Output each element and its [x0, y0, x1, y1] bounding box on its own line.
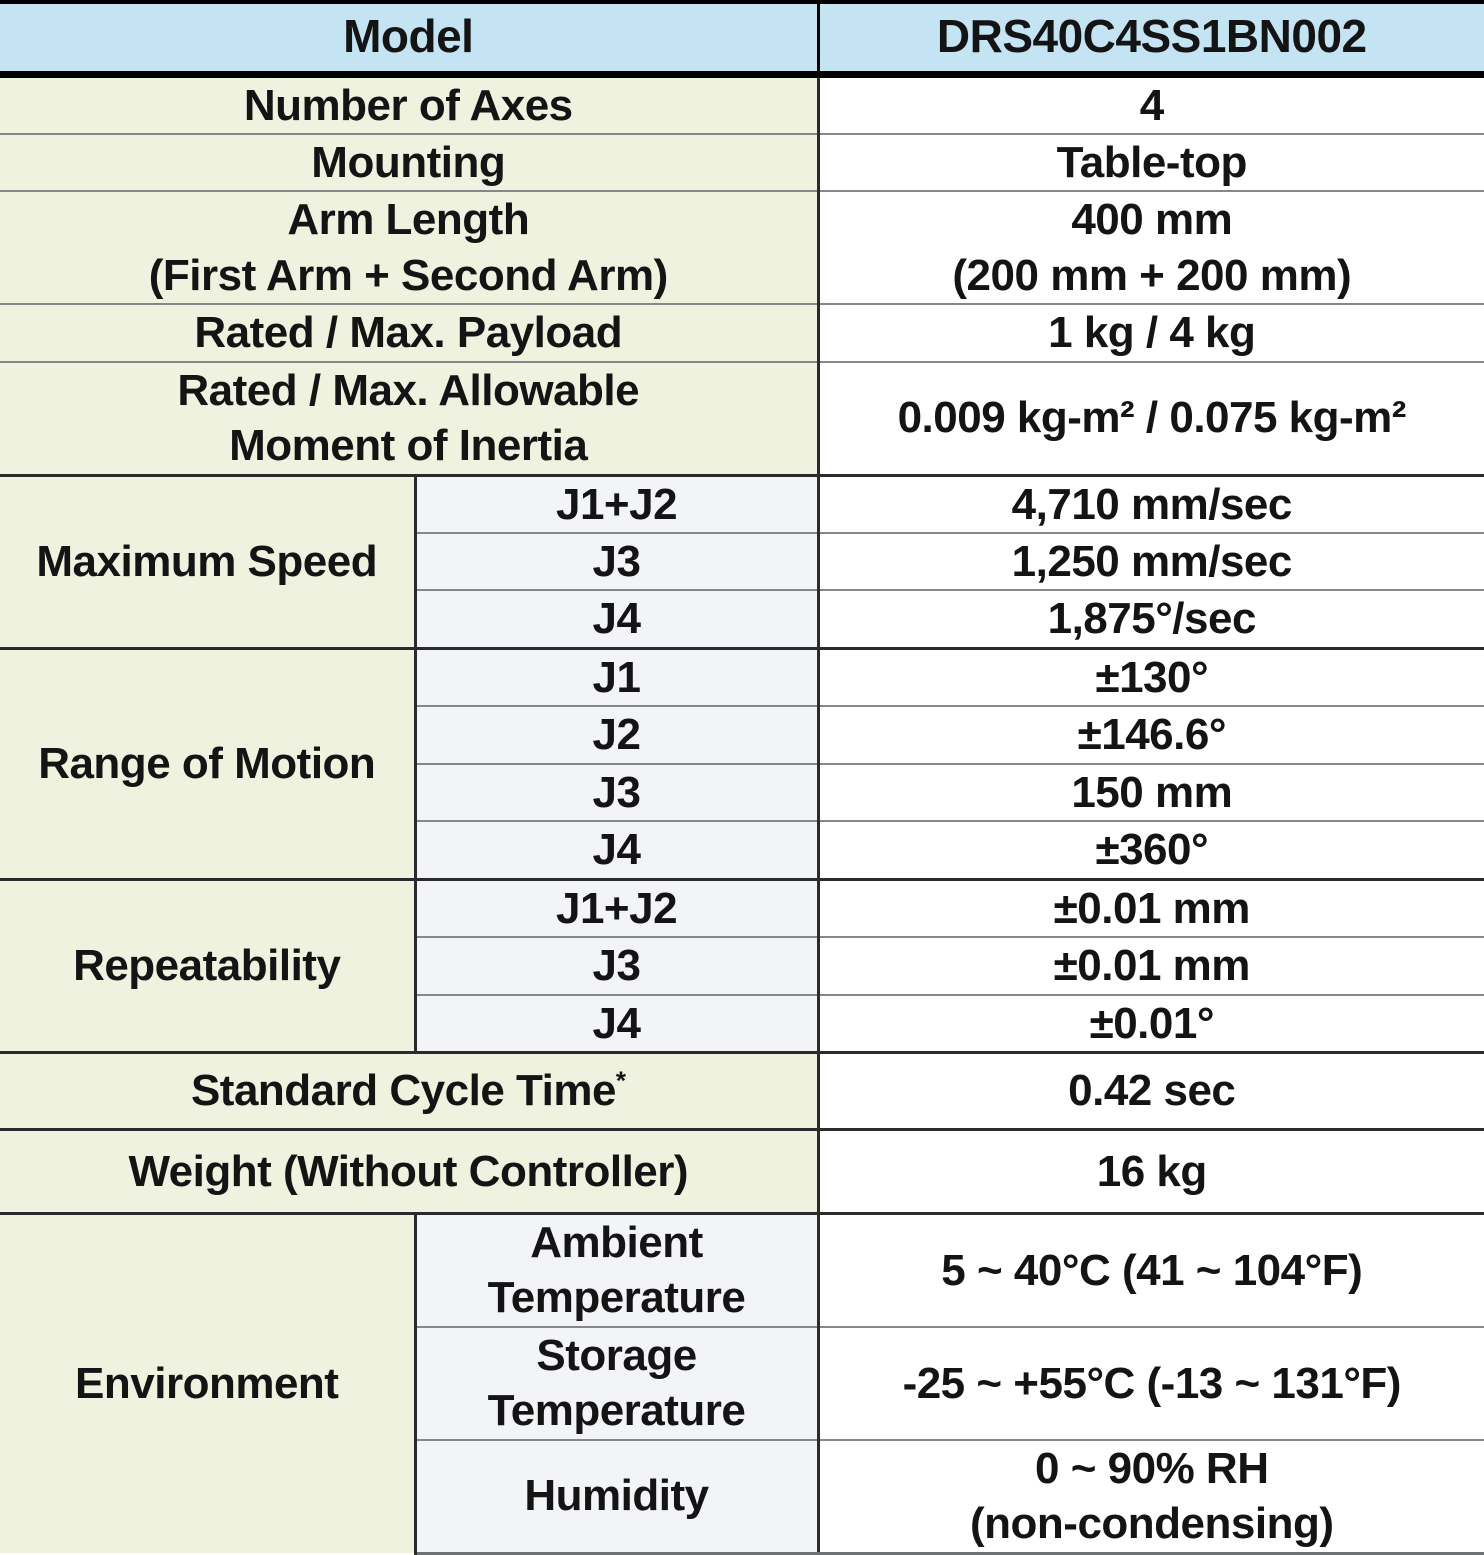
max-speed-j1j2-value-cell: 4,710 mm/sec — [818, 473, 1484, 533]
repeatability-j4-sub-cell: J4 — [415, 993, 820, 1053]
ambient-temp-value-cell: 5 ~ 40°C (41 ~ 104°F) — [818, 1211, 1484, 1327]
header-row: Model DRS40C4SS1BN002 — [0, 0, 1484, 78]
arm-length-value-cell: 400 mm (200 mm + 200 mm) — [818, 190, 1484, 305]
inertia-row: Rated / Max. Allowable Moment of Inertia… — [0, 360, 1484, 476]
max-speed-j1j2-sub-cell: J1+J2 — [415, 473, 820, 533]
environment-label-cell: Environment — [0, 1211, 417, 1554]
weight-label-cell: Weight (Without Controller) — [0, 1127, 820, 1214]
repeatability-j3-value-cell: ±0.01 mm — [818, 936, 1484, 995]
range-row-j1: Range of Motion J1 ±130° — [0, 646, 1484, 880]
range-label-cell: Range of Motion — [0, 646, 417, 880]
max-speed-row-j4: J4 1,875°/sec — [0, 589, 1484, 649]
range-row-j3: J3 150 mm — [0, 762, 1484, 822]
arm-length-row: Arm Length (First Arm + Second Arm) 400 … — [0, 190, 1484, 305]
ambient-temp-sub-cell: Ambient Temperature — [415, 1211, 820, 1327]
cycle-time-label: Standard Cycle Time — [190, 1066, 616, 1116]
range-row-j4: J4 ±360° — [0, 820, 1484, 880]
max-speed-j3-sub-cell: J3 — [415, 531, 820, 591]
payload-value-cell: 1 kg / 4 kg — [818, 303, 1484, 362]
repeatability-j1j2-sub-cell: J1+J2 — [415, 877, 820, 938]
environment-row-ambient: Environment Ambient Temperature 5 ~ 40°C… — [0, 1211, 1484, 1554]
max-speed-j3-value-cell: 1,250 mm/sec — [818, 531, 1484, 591]
cycle-time-value-cell: 0.42 sec — [818, 1050, 1484, 1130]
range-j3-sub-cell: J3 — [415, 762, 820, 822]
repeatability-row-j3: J3 ±0.01 mm — [0, 936, 1484, 995]
environment-row-storage: Storage Temperature -25 ~ +55°C (-13 ~ 1… — [0, 1325, 1484, 1440]
range-j2-sub-cell: J2 — [415, 705, 820, 764]
axes-label-cell: Number of Axes — [0, 73, 820, 134]
storage-temp-value-cell: -25 ~ +55°C (-13 ~ 131°F) — [818, 1325, 1484, 1440]
repeatability-j1j2-value-cell: ±0.01 mm — [818, 877, 1484, 938]
mounting-label-cell: Mounting — [0, 132, 820, 192]
model-value-cell: DRS40C4SS1BN002 — [818, 0, 1484, 78]
inertia-value-cell: 0.009 kg-m² / 0.075 kg-m² — [818, 360, 1484, 476]
range-j1-sub-cell: J1 — [415, 646, 820, 707]
mounting-value-cell: Table-top — [818, 132, 1484, 192]
range-j4-sub-cell: J4 — [415, 820, 820, 880]
max-speed-j4-sub-cell: J4 — [415, 589, 820, 649]
environment-row-humidity: Humidity 0 ~ 90% RH (non-condensing) — [0, 1438, 1484, 1555]
asterisk-superscript: * — [615, 1065, 626, 1096]
repeatability-row-j4: J4 ±0.01° — [0, 993, 1484, 1053]
inertia-label-cell: Rated / Max. Allowable Moment of Inertia — [0, 360, 820, 476]
weight-value-cell: 16 kg — [818, 1127, 1484, 1214]
repeatability-label-cell: Repeatability — [0, 877, 417, 1053]
mounting-row: Mounting Table-top — [0, 132, 1484, 192]
payload-row: Rated / Max. Payload 1 kg / 4 kg — [0, 303, 1484, 362]
cycle-time-label-cell: Standard Cycle Time* — [0, 1050, 820, 1130]
axes-row: Number of Axes 4 — [0, 73, 1484, 134]
humidity-sub-cell: Humidity — [415, 1438, 820, 1555]
range-j4-value-cell: ±360° — [818, 820, 1484, 880]
range-j1-value-cell: ±130° — [818, 646, 1484, 707]
range-j2-value-cell: ±146.6° — [818, 705, 1484, 764]
payload-label-cell: Rated / Max. Payload — [0, 303, 820, 362]
max-speed-row-j3: J3 1,250 mm/sec — [0, 531, 1484, 591]
cycle-time-row: Standard Cycle Time* 0.42 sec — [0, 1050, 1484, 1130]
repeatability-j3-sub-cell: J3 — [415, 936, 820, 995]
max-speed-row-j1j2: Maximum Speed J1+J2 4,710 mm/sec — [0, 473, 1484, 649]
max-speed-j4-value-cell: 1,875°/sec — [818, 589, 1484, 649]
weight-row: Weight (Without Controller) 16 kg — [0, 1127, 1484, 1214]
repeatability-row-j1j2: Repeatability J1+J2 ±0.01 mm — [0, 877, 1484, 1053]
max-speed-label-cell: Maximum Speed — [0, 473, 417, 649]
range-row-j2: J2 ±146.6° — [0, 705, 1484, 764]
axes-value-cell: 4 — [818, 73, 1484, 134]
repeatability-j4-value-cell: ±0.01° — [818, 993, 1484, 1053]
storage-temp-sub-cell: Storage Temperature — [415, 1325, 820, 1440]
range-j3-value-cell: 150 mm — [818, 762, 1484, 822]
humidity-value-cell: 0 ~ 90% RH (non-condensing) — [818, 1438, 1484, 1555]
arm-length-label-cell: Arm Length (First Arm + Second Arm) — [0, 190, 820, 305]
model-header-cell: Model — [0, 0, 820, 78]
